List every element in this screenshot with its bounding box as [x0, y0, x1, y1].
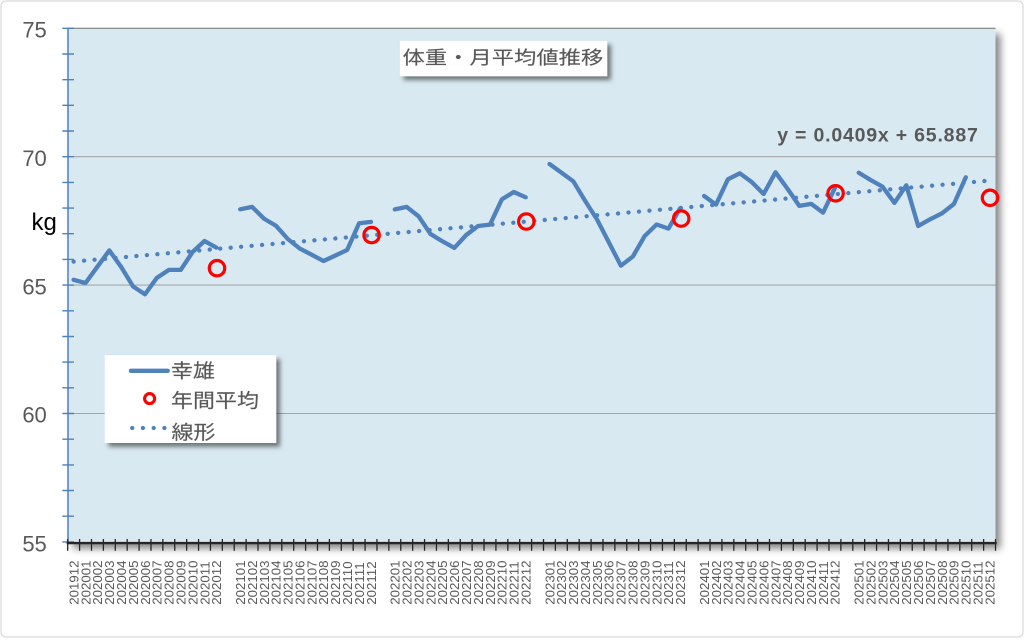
svg-text:202406: 202406 — [756, 560, 771, 604]
svg-text:202209: 202209 — [483, 560, 498, 604]
svg-text:202105: 202105 — [281, 560, 296, 604]
svg-text:202409: 202409 — [792, 560, 807, 604]
svg-text:202201: 202201 — [388, 560, 403, 604]
svg-text:202412: 202412 — [828, 560, 843, 604]
svg-text:202307: 202307 — [614, 560, 629, 604]
svg-text:202005: 202005 — [126, 560, 141, 604]
svg-text:202402: 202402 — [709, 560, 724, 604]
svg-text:202101: 202101 — [233, 560, 248, 604]
svg-text:202104: 202104 — [269, 560, 284, 604]
svg-text:202502: 202502 — [863, 560, 878, 604]
svg-text:202004: 202004 — [114, 560, 129, 604]
svg-text:202305: 202305 — [590, 560, 605, 604]
svg-text:202301: 202301 — [542, 560, 557, 604]
svg-text:202202: 202202 — [400, 560, 415, 604]
svg-text:202410: 202410 — [804, 560, 819, 604]
svg-text:201912: 201912 — [66, 560, 81, 604]
svg-text:202405: 202405 — [744, 560, 759, 604]
svg-text:202109: 202109 — [328, 560, 343, 604]
svg-text:202404: 202404 — [733, 560, 748, 604]
svg-text:202304: 202304 — [578, 560, 593, 604]
svg-text:202506: 202506 — [911, 560, 926, 604]
svg-text:60: 60 — [22, 402, 46, 427]
svg-text:202308: 202308 — [626, 560, 641, 604]
svg-text:202310: 202310 — [649, 560, 664, 604]
svg-text:202111: 202111 — [352, 562, 367, 604]
svg-text:202508: 202508 — [935, 560, 950, 604]
svg-text:202509: 202509 — [947, 560, 962, 604]
svg-text:202504: 202504 — [887, 560, 902, 604]
svg-text:202010: 202010 — [185, 560, 200, 604]
svg-text:202403: 202403 — [721, 560, 736, 604]
svg-text:202302: 202302 — [554, 560, 569, 604]
svg-text:202211: 202211 — [507, 561, 522, 604]
svg-text:202103: 202103 — [257, 560, 272, 604]
svg-text:202205: 202205 — [435, 560, 450, 604]
svg-text:202002: 202002 — [90, 560, 105, 604]
svg-text:202501: 202501 — [852, 560, 867, 604]
svg-text:y = 0.0409x + 65.887: y = 0.0409x + 65.887 — [777, 124, 978, 146]
svg-text:202510: 202510 — [959, 560, 974, 604]
svg-text:202511: 202511 — [970, 561, 985, 604]
svg-text:202110: 202110 — [340, 561, 355, 604]
svg-text:70: 70 — [22, 146, 46, 171]
svg-text:202311: 202311 — [661, 561, 676, 604]
svg-text:202102: 202102 — [245, 560, 260, 604]
svg-text:202009: 202009 — [174, 560, 189, 604]
svg-text:202203: 202203 — [411, 560, 426, 604]
svg-text:202106: 202106 — [292, 560, 307, 604]
svg-text:202507: 202507 — [923, 560, 938, 604]
svg-text:202408: 202408 — [780, 560, 795, 604]
svg-text:202208: 202208 — [471, 560, 486, 604]
svg-text:55: 55 — [22, 531, 46, 556]
svg-text:202303: 202303 — [566, 560, 581, 604]
svg-text:202011: 202011 — [197, 561, 212, 604]
svg-text:202306: 202306 — [602, 560, 617, 604]
svg-text:202407: 202407 — [768, 560, 783, 604]
svg-text:202108: 202108 — [316, 560, 331, 604]
svg-text:202309: 202309 — [637, 560, 652, 604]
svg-text:202210: 202210 — [495, 560, 510, 604]
svg-text:75: 75 — [22, 18, 46, 43]
svg-text:202006: 202006 — [138, 560, 153, 604]
svg-text:202012: 202012 — [209, 560, 224, 604]
svg-text:202411: 202411 — [816, 561, 831, 604]
svg-text:kg: kg — [32, 209, 57, 236]
svg-text:202401: 202401 — [697, 560, 712, 604]
svg-text:202503: 202503 — [875, 560, 890, 604]
svg-text:202003: 202003 — [102, 560, 117, 604]
svg-text:65: 65 — [22, 274, 46, 299]
svg-text:202112: 202112 — [364, 561, 379, 604]
svg-text:202001: 202001 — [78, 560, 93, 604]
svg-text:202007: 202007 — [150, 560, 165, 604]
svg-text:202505: 202505 — [899, 560, 914, 604]
svg-text:202207: 202207 — [459, 560, 474, 604]
svg-text:202312: 202312 — [673, 560, 688, 604]
svg-text:202107: 202107 — [304, 560, 319, 604]
svg-text:202204: 202204 — [423, 560, 438, 604]
svg-text:202512: 202512 — [982, 560, 997, 604]
svg-text:202008: 202008 — [162, 560, 177, 604]
svg-text:202212: 202212 — [518, 560, 533, 604]
svg-text:202206: 202206 — [447, 560, 462, 604]
